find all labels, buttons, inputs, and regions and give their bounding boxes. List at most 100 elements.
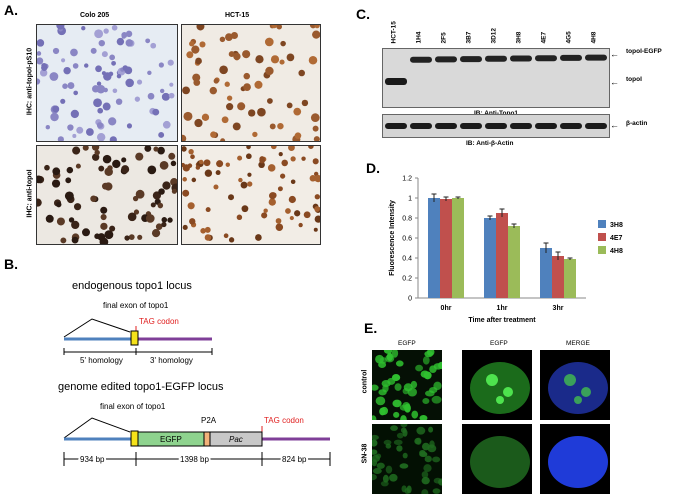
bar [428,198,440,298]
stained-cell [63,66,71,75]
band-topoi [385,78,407,85]
stained-cell [233,52,241,61]
cell-nucleus [470,362,530,414]
stained-cell [313,227,318,232]
nucleus [391,350,399,358]
nucleus [419,449,426,456]
stained-cell [70,48,78,57]
stained-cell [144,146,152,152]
y-tick-label: 0.6 [402,236,412,243]
bar [508,226,520,298]
stained-cell [215,170,221,176]
stained-cell [288,195,296,204]
nucleus [392,399,402,408]
lane-label: 3B7 [465,31,473,44]
nucleus [378,361,387,368]
stained-cell [147,70,152,76]
nucleus [399,463,409,469]
stained-cell [308,146,314,149]
western-blot-actin [382,114,610,138]
nucleus [402,388,409,395]
stained-cell [37,57,44,65]
stained-cell [314,206,320,212]
band-topoi-egfp [535,55,557,62]
stained-cell [204,234,212,241]
stained-cell [219,36,226,43]
stained-cell [121,165,130,174]
nucleus [396,445,403,452]
stained-cell [252,131,258,138]
egfp-sn38-cell-image [462,424,532,494]
band-topoi-egfp [435,56,457,63]
stained-cell [201,113,210,121]
lane-label: HCT-15 [390,21,398,44]
stained-cell [116,37,125,46]
stained-cell [288,146,295,151]
stained-cell [225,33,233,42]
stained-cell [245,153,252,160]
nucleus [400,427,407,434]
stained-cell [238,177,243,183]
nucleus [424,455,432,463]
ihc-hct15-topoi-image [181,145,321,245]
nucleus [421,476,430,485]
stained-cell [242,50,251,59]
lane-label: 3D12 [490,27,498,44]
ib-anti-actin-label: IB: Anti-β-Actin [466,140,514,147]
nucleus [421,489,429,494]
stained-cell [45,124,51,130]
band-topoi-egfp [510,55,532,62]
stained-cell [278,152,283,157]
endogenous-locus-title: endogenous topo1 locus [72,280,192,292]
egfp-control-cell-image [462,350,532,420]
nucleus [394,383,402,391]
stained-cell [301,156,306,161]
stained-cell [90,47,97,54]
stained-cell [267,98,273,104]
stained-cell [171,188,177,194]
stained-cell [226,95,233,101]
nucleus [395,360,404,367]
nucleolus [503,387,513,397]
stained-cell [82,228,90,237]
stained-cell [136,79,143,85]
lane-label: 4G5 [565,31,573,44]
nucleus [378,389,387,396]
y-tick-label: 0.4 [402,256,412,263]
ihc-colo205-ps10-image [36,24,178,142]
legend-label: 4H8 [610,248,623,255]
locus-diagram: endogenous topo1 locus final exon of top… [58,280,331,466]
nucleus [411,410,419,419]
nucleus [396,432,404,439]
tag-codon-label-1: TAG codon [139,317,179,326]
final-exon-label-2: final exon of topo1 [100,402,166,411]
nucleolus [574,396,582,404]
splice-line-2 [63,417,131,439]
stained-cell [37,175,43,184]
stained-cell [191,177,197,183]
y-tick-label: 1.2 [402,176,412,183]
stained-cell [121,34,126,39]
stained-cell [103,28,109,34]
bar [552,256,564,298]
nucleolus [496,396,504,404]
stained-cell [168,92,175,99]
x-tick-label: 1hr [497,305,508,312]
stained-cell [124,235,130,241]
nucleus [415,364,423,372]
bp-1398-label: 1398 bp [180,455,209,464]
stained-cell [195,57,202,65]
stained-cell [285,208,291,214]
stained-cell [265,66,274,76]
panel-a-letter: A. [4,2,18,18]
nucleus [429,387,438,394]
stained-cell [62,83,68,90]
stained-cell [216,160,224,168]
stained-cell [100,222,108,230]
stained-cell [255,55,264,64]
band-actin [385,123,407,129]
stained-cell [232,122,241,131]
stained-cell [257,107,266,117]
stained-cell [109,54,116,61]
panel-a-row2-label: IHC: anti-topoI [26,169,34,218]
